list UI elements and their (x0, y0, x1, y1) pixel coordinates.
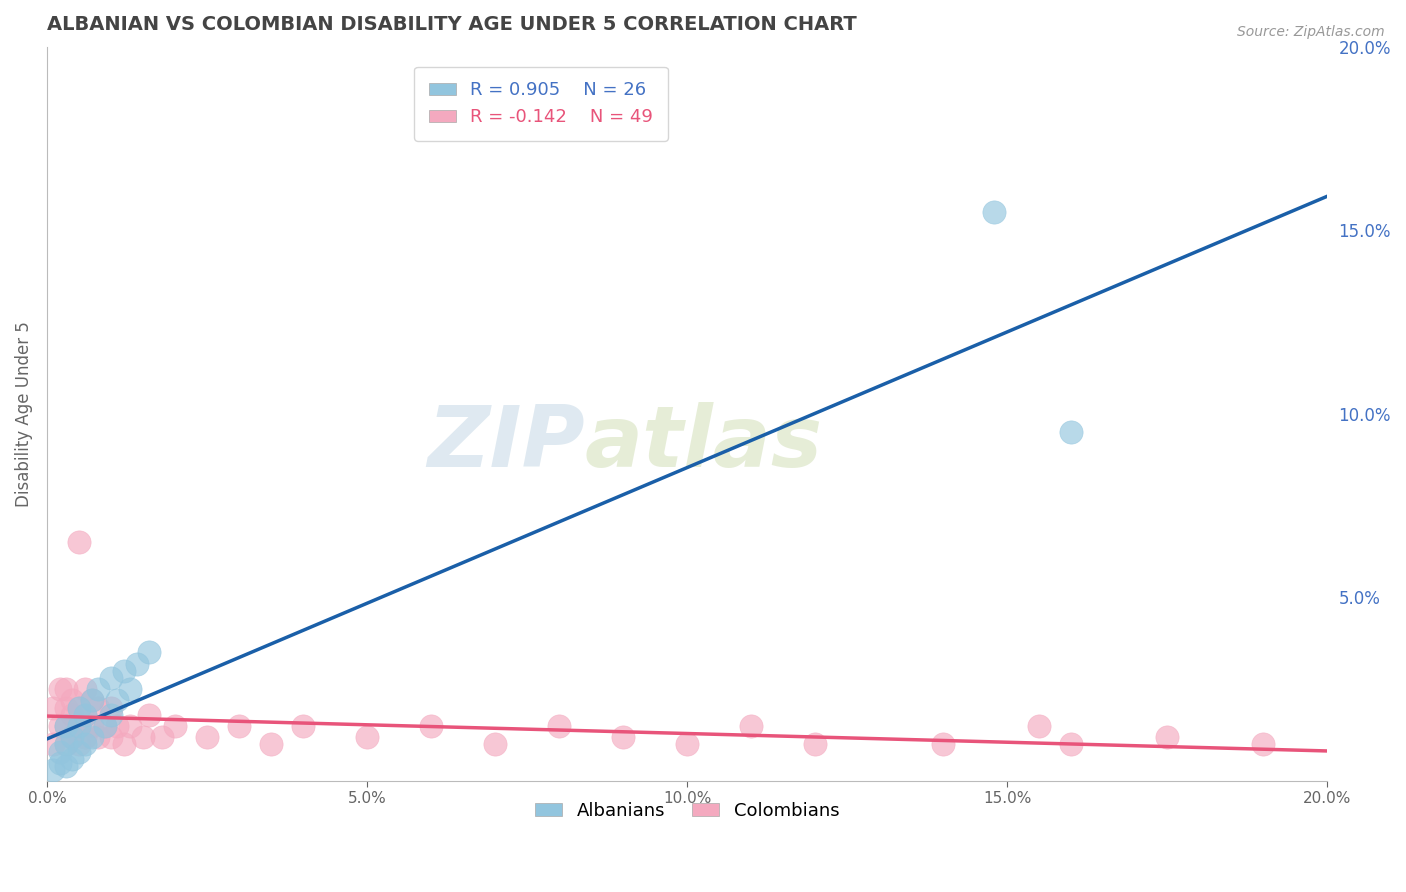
Point (804, 737, 827, 751)
Point (55, 737, 77, 751)
Point (80, 693, 103, 707)
Point (80, 693, 103, 707)
Point (80, 730, 103, 744)
Y-axis label: Disability Age Under 5: Disability Age Under 5 (15, 321, 32, 507)
Point (1156, 730, 1178, 744)
Text: atlas: atlas (585, 401, 823, 484)
Point (67, 737, 90, 751)
Point (75, 707, 97, 722)
Point (163, 719, 186, 733)
Point (87, 700, 110, 714)
Point (120, 719, 142, 733)
Point (100, 730, 122, 744)
Point (67, 745, 90, 759)
Point (48, 719, 70, 733)
Point (983, 205, 1005, 219)
Point (75, 707, 97, 722)
Point (67, 535, 90, 549)
Point (93, 719, 115, 733)
Point (67, 719, 90, 733)
Point (87, 730, 110, 744)
Point (100, 700, 122, 714)
Point (228, 719, 250, 733)
Point (132, 730, 155, 744)
Point (42, 700, 65, 714)
Point (112, 664, 135, 678)
Point (55, 700, 77, 714)
Point (100, 671, 122, 685)
Point (260, 737, 283, 751)
Point (105, 693, 128, 707)
Point (48, 756, 70, 770)
Point (291, 719, 314, 733)
Point (48, 682, 70, 697)
Point (62, 730, 84, 744)
Text: ZIP: ZIP (427, 401, 585, 484)
Point (62, 707, 84, 722)
Point (612, 730, 634, 744)
Point (484, 737, 506, 751)
Point (1060, 737, 1083, 751)
Point (93, 719, 115, 733)
Point (548, 719, 571, 733)
Point (87, 682, 110, 697)
Text: ALBANIAN VS COLOMBIAN DISABILITY AGE UNDER 5 CORRELATION CHART: ALBANIAN VS COLOMBIAN DISABILITY AGE UND… (46, 15, 856, 34)
Point (195, 730, 218, 744)
Point (676, 737, 699, 751)
Point (75, 730, 97, 744)
Point (932, 737, 955, 751)
Point (62, 730, 84, 744)
Point (67, 700, 90, 714)
Point (150, 730, 173, 744)
Point (55, 737, 77, 751)
Point (55, 682, 77, 697)
Point (42, 737, 65, 751)
Point (1253, 737, 1275, 751)
Point (80, 719, 103, 733)
Point (67, 719, 90, 733)
Point (48, 745, 70, 759)
Point (125, 657, 148, 671)
Point (62, 752, 84, 766)
Point (112, 737, 135, 751)
Point (55, 719, 77, 733)
Point (55, 759, 77, 773)
Point (1028, 719, 1050, 733)
Point (356, 730, 378, 744)
Point (55, 719, 77, 733)
Point (1060, 425, 1083, 440)
Point (75, 682, 97, 697)
Point (75, 737, 97, 751)
Text: Source: ZipAtlas.com: Source: ZipAtlas.com (1237, 25, 1385, 39)
Point (62, 693, 84, 707)
Point (67, 700, 90, 714)
Point (105, 719, 128, 733)
Point (100, 707, 122, 722)
Point (120, 682, 142, 697)
Point (740, 719, 762, 733)
Point (42, 763, 65, 777)
Point (138, 707, 160, 722)
Point (138, 645, 160, 659)
Point (420, 719, 443, 733)
Legend: Albanians, Colombians: Albanians, Colombians (527, 795, 846, 827)
